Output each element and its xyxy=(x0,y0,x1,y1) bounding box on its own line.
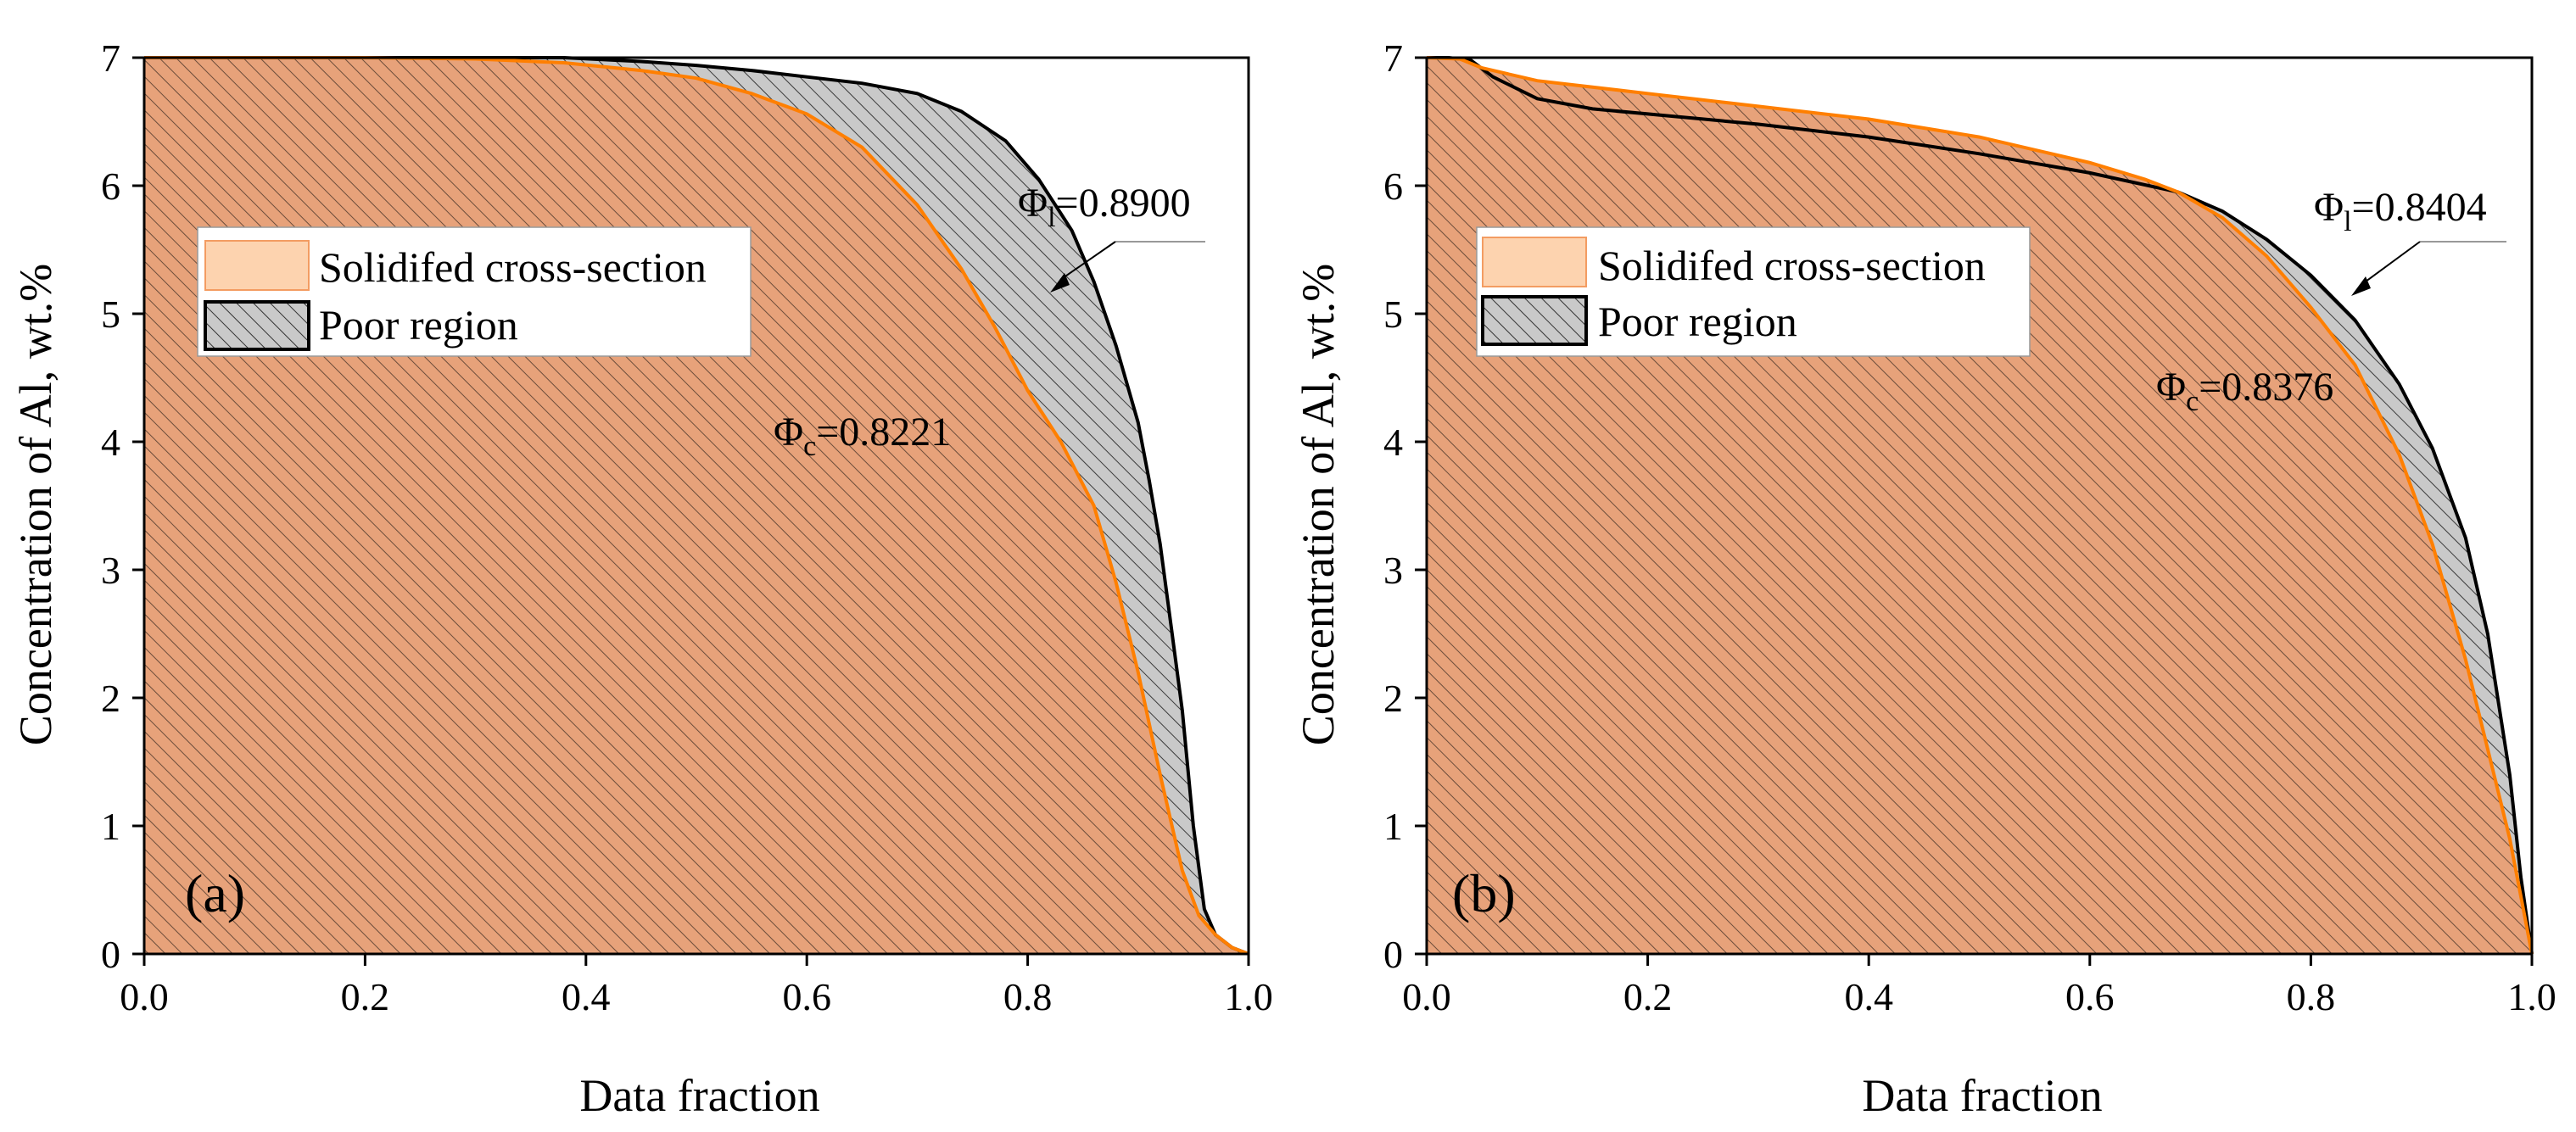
axes-a: 0.0 0.2 0.4 0.6 0.8 1.0 0 1 2 3 4 5 6 7 xyxy=(101,36,1273,1018)
y-tick-label-b: 0 xyxy=(1383,933,1403,976)
line-poor-region-a xyxy=(144,56,1249,956)
panel-a: 0.0 0.2 0.4 0.6 0.8 1.0 0 1 2 3 4 5 6 7 Data fraction… xyxy=(10,36,1273,1121)
y-tick-label-b: 6 xyxy=(1383,165,1403,208)
legend-swatch-solidified-a xyxy=(204,240,310,291)
svg-text:Φc=0.8376: Φc=0.8376 xyxy=(2156,365,2333,417)
legend-swatch-solidified-b xyxy=(1482,237,1587,287)
axes-frame-b xyxy=(1425,56,2534,956)
line-solidified-b xyxy=(1426,56,2534,955)
y-tick-label-b: 1 xyxy=(1383,805,1403,848)
y-tick-label-b: 2 xyxy=(1383,677,1403,720)
legend-label-solidified-b: Solidifed cross-section xyxy=(1598,242,1986,289)
y-tick-label-a: 0 xyxy=(101,933,120,976)
legend-label-solidified-a: Solidifed cross-section xyxy=(319,243,707,291)
svg-text:Φc=0.8221: Φc=0.8221 xyxy=(774,410,951,462)
y-tick-label-a: 3 xyxy=(101,549,120,592)
legend-label-poor-a: Poor region xyxy=(319,301,518,349)
x-tick-label-a: 0.6 xyxy=(782,975,831,1018)
x-tick-label-a: 0.0 xyxy=(120,975,169,1018)
panel-label-a: (a) xyxy=(185,863,245,923)
legend-swatch-poor-b xyxy=(1481,295,1588,346)
legend-swatch-poor-a xyxy=(204,300,310,351)
y-tick-label-a: 2 xyxy=(101,677,120,720)
y-axis-title-b: Concentration of Al, wt.% xyxy=(1293,264,1344,745)
y-tick-label-b: 5 xyxy=(1383,293,1403,336)
annotation-phi-c-a: Φc=0.8221 xyxy=(774,410,951,462)
x-tick-label-a: 1.0 xyxy=(1224,975,1273,1018)
annotation-phi-l-a: Φl=0.8900 xyxy=(1018,181,1205,293)
y-axis-title-a: Concentration of Al, wt.% xyxy=(10,264,61,745)
axes-b: 0.0 0.2 0.4 0.6 0.8 1.0 0 1 2 3 4 5 6 7 xyxy=(1383,36,2556,1018)
panel-label-b: (b) xyxy=(1452,863,1516,923)
x-tick-label-b: 0.4 xyxy=(1844,975,1893,1018)
x-tick-label-a: 0.4 xyxy=(562,975,611,1018)
svg-text:Φl=0.8404: Φl=0.8404 xyxy=(2314,185,2487,237)
x-tick-label-b: 0.2 xyxy=(1623,975,1673,1018)
y-tick-label-a: 7 xyxy=(101,36,120,80)
svg-text:Φl=0.8900: Φl=0.8900 xyxy=(1018,181,1191,233)
legend-label-poor-b: Poor region xyxy=(1598,298,1797,345)
x-tick-label-b: 1.0 xyxy=(2507,975,2556,1018)
y-tick-label-b: 4 xyxy=(1383,421,1403,464)
y-tick-label-b: 7 xyxy=(1383,36,1403,80)
x-axis-title-a: Data fraction xyxy=(579,1070,819,1121)
x-tick-label-a: 0.2 xyxy=(341,975,390,1018)
panel-b: 0.0 0.2 0.4 0.6 0.8 1.0 0 1 2 3 4 5 6 7 Data fraction… xyxy=(1293,36,2556,1121)
y-tick-label-a: 6 xyxy=(101,165,120,208)
annotation-phi-l-b: Φl=0.8404 xyxy=(2314,185,2506,296)
annotation-phi-c-b: Φc=0.8376 xyxy=(2156,365,2333,417)
y-tick-label-a: 1 xyxy=(101,805,120,848)
y-tick-label-a: 5 xyxy=(101,293,120,336)
x-tick-label-b: 0.0 xyxy=(1402,975,1451,1018)
y-tick-label-b: 3 xyxy=(1383,549,1403,592)
x-axis-title-b: Data fraction xyxy=(1862,1070,2102,1121)
x-tick-label-b: 0.8 xyxy=(2287,975,2336,1018)
y-tick-label-a: 4 xyxy=(101,421,120,464)
line-solidified-a xyxy=(144,56,1249,956)
x-tick-label-b: 0.6 xyxy=(2065,975,2115,1018)
axes-frame-a xyxy=(142,56,1250,956)
x-tick-label-a: 0.8 xyxy=(1003,975,1053,1018)
legend-a: Solidifed cross-section Poor region xyxy=(197,226,752,357)
legend-b: Solidifed cross-section Poor region xyxy=(1476,226,2031,357)
